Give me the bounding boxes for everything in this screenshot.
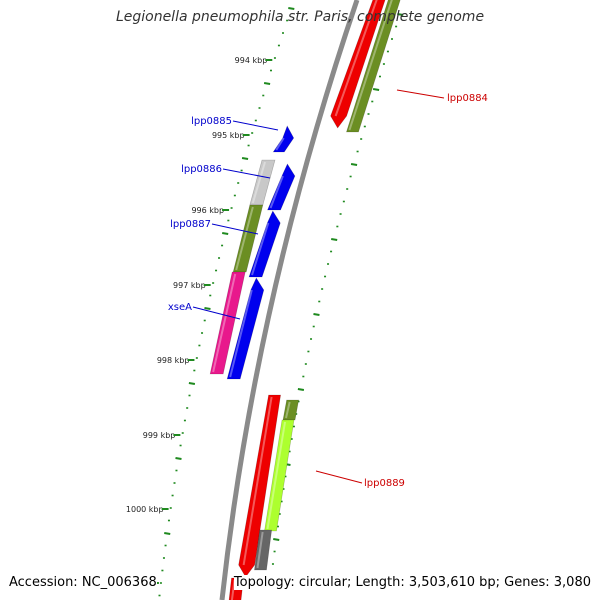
gene-arrow[interactable] (282, 399, 300, 421)
scale-label: 999 kbp (143, 431, 176, 440)
gene-label[interactable]: xseA (168, 302, 192, 313)
gene-arrow-highlight (275, 137, 285, 151)
scale-tick (350, 163, 358, 166)
gene-arrow[interactable] (346, 0, 402, 133)
scale-tick (273, 538, 280, 541)
gene-label[interactable]: lpp0884 (447, 93, 488, 104)
gene-label[interactable]: lpp0889 (364, 478, 405, 489)
genome-backbone (219, 0, 360, 600)
scale-tick (241, 157, 249, 160)
scale-tick (297, 388, 305, 391)
scale-tick (188, 382, 196, 385)
genome-summary-text: Topology: circular; Length: 3,503,610 bp… (233, 575, 591, 590)
map-title: Legionella pneumophila str. Paris, compl… (115, 9, 485, 25)
scale-ticks-outer (268, 13, 404, 590)
gene-arrow[interactable] (238, 394, 281, 578)
gene-arrow[interactable] (330, 0, 388, 129)
label-leader (396, 89, 445, 99)
gene-label[interactable]: lpp0885 (191, 116, 232, 127)
gene-arrow-highlight (256, 531, 264, 569)
scale-tick (313, 313, 320, 316)
scale-tick (164, 532, 171, 535)
gene-arrow-highlight (212, 273, 237, 373)
gene-arrow-highlight (285, 401, 291, 419)
scale-ticks-inner (158, 7, 295, 597)
scale-label: 996 kbp (191, 206, 224, 215)
scale-tick (263, 82, 271, 85)
gene-arrow-highlight (235, 206, 254, 271)
gene-arrow-highlight (251, 222, 270, 276)
gene-arrow-highlight (229, 289, 253, 378)
gene-arrow[interactable] (272, 125, 295, 153)
scale-label: 995 kbp (212, 131, 245, 140)
gene-arrow[interactable] (209, 271, 246, 375)
label-leader (232, 120, 279, 131)
scale-label: 994 kbp (235, 56, 268, 65)
scale-tick (331, 238, 338, 241)
gene-arrow[interactable] (264, 419, 295, 532)
gene-arrow[interactable] (267, 163, 296, 211)
scale-tick (204, 307, 211, 310)
label-leader (315, 470, 363, 484)
gene-arrow-highlight (242, 396, 273, 566)
gene-arrow-highlight (266, 421, 286, 530)
scale-label: 997 kbp (173, 281, 206, 290)
gene-arrow[interactable] (226, 277, 265, 380)
gene-arrow-highlight (334, 0, 378, 117)
gene-labels: lpp0884 lpp0885 lpp0886 lpp0887 xseA lpp0889 (168, 93, 488, 489)
scale-tick (397, 13, 404, 16)
label-leader-lines (192, 89, 445, 484)
gene-features (209, 0, 402, 600)
gene-label[interactable]: lpp0886 (181, 164, 222, 175)
label-leader (211, 223, 259, 235)
gene-label[interactable]: lpp0887 (170, 219, 211, 230)
label-leader (222, 168, 271, 179)
gene-arrow-highlight (251, 161, 266, 204)
scale-label: 998 kbp (157, 356, 190, 365)
label-leader (192, 306, 241, 320)
gene-arrow[interactable] (254, 529, 272, 571)
gene-arrow[interactable] (232, 204, 264, 273)
accession-text: Accession: NC_006368 (9, 575, 157, 590)
gene-arrow[interactable] (248, 210, 281, 278)
scale-label: 1000 kbp (126, 505, 164, 514)
gene-arrow-highlight (348, 0, 393, 131)
scale-tick (288, 7, 295, 10)
scale-tick (372, 88, 380, 91)
scale-tick (222, 232, 229, 235)
gene-arrow-highlight (269, 175, 284, 209)
scale-tick (175, 457, 182, 460)
